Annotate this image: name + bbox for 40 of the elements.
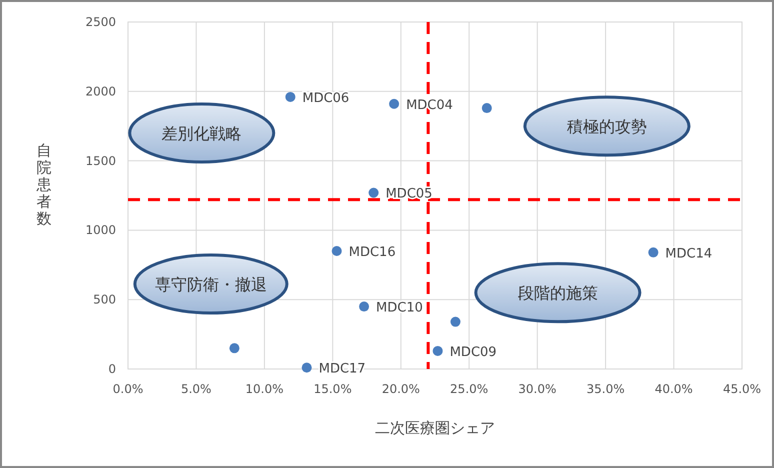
data-label: MDC09	[450, 344, 497, 360]
point	[482, 103, 492, 114]
x-tick-label: 25.0%	[450, 382, 488, 396]
point	[648, 247, 658, 258]
y-tick-label: 2000	[85, 84, 116, 98]
point	[332, 246, 342, 256]
x-tick-label: 0.0%	[112, 382, 144, 396]
annotation: 差別化戦略	[162, 124, 242, 144]
annotation: 専守防衛・撤退	[154, 274, 267, 294]
annotation: 積極的攻勢	[566, 117, 647, 136]
x-tick-label: 35.0%	[586, 382, 625, 396]
x-tick-label: 45.0%	[722, 382, 762, 396]
x-axis-title: 二次医療圏シェア	[375, 419, 495, 437]
point	[285, 92, 296, 102]
point	[432, 346, 443, 356]
point	[302, 362, 312, 373]
point	[389, 98, 400, 109]
x-tick-label: 20.0%	[382, 382, 420, 396]
y-axis-title: 自院患者数	[36, 142, 52, 228]
data-label: MDC14	[665, 246, 712, 262]
data-label: MDC05	[386, 186, 432, 202]
point	[450, 316, 460, 327]
data-label: MDC10	[376, 300, 423, 316]
data-label: MDC17	[318, 362, 366, 377]
y-tick-label: 500	[93, 292, 116, 307]
data-label: MDC16	[348, 245, 396, 260]
data-label: MDC06	[302, 90, 350, 106]
point	[359, 302, 370, 312]
y-tick-label: 1500	[85, 154, 116, 168]
x-tick-label: 10.0%	[245, 382, 284, 396]
y-tick-label: 1000	[85, 223, 116, 238]
point	[229, 343, 240, 354]
x-tick-label: 15.0%	[314, 382, 352, 396]
annotation: 段階的施策	[518, 284, 598, 303]
y-tick-label: 0	[108, 362, 116, 376]
x-tick-label: 40.0%	[654, 382, 693, 396]
x-tick-label: 30.0%	[518, 382, 556, 396]
y-tick-label: 2500	[85, 15, 116, 29]
x-tick-label: 5.0%	[180, 382, 212, 396]
point	[368, 188, 379, 198]
